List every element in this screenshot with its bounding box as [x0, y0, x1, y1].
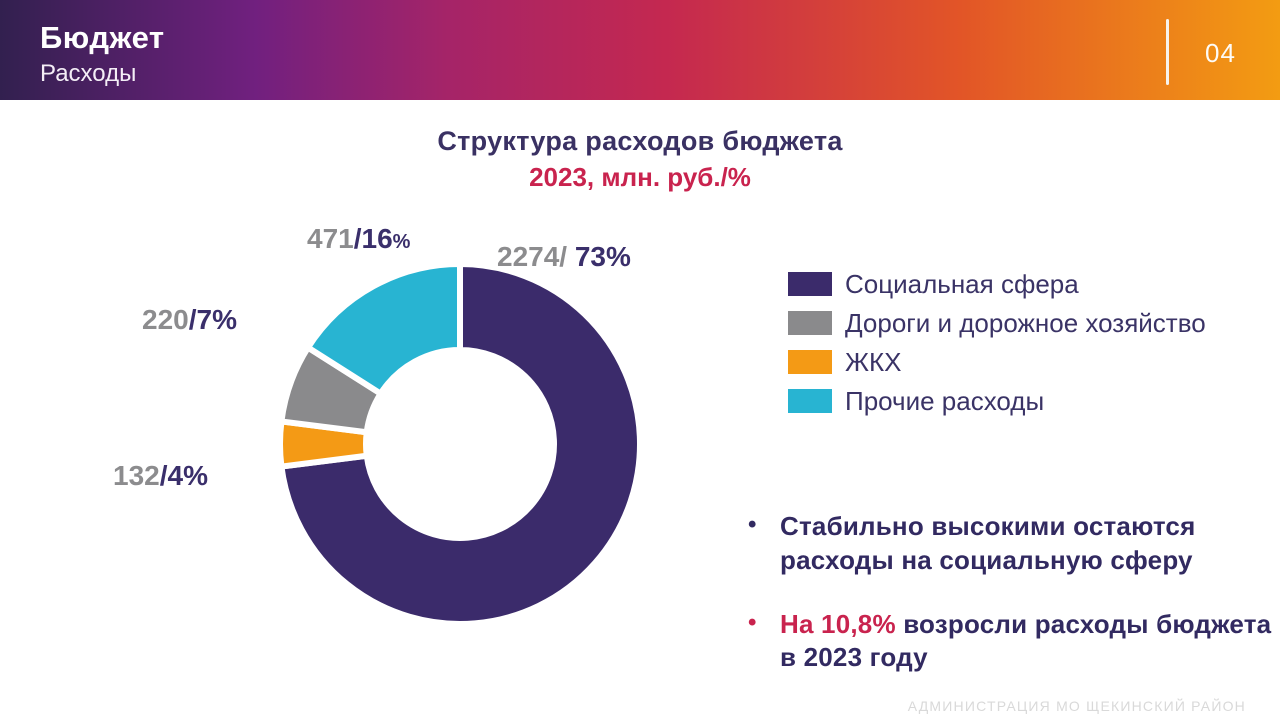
bullet-social-note: • Стабильно высокими остаются расходы на…: [748, 510, 1273, 578]
callout-other-expenses: 471/16%: [307, 223, 410, 255]
bullet-dot: •: [748, 608, 757, 636]
legend-swatch-social: [788, 272, 832, 296]
page-number-divider: [1166, 19, 1169, 85]
donut-segment-3: [305, 261, 463, 397]
legend-item-social: Социальная сфера: [788, 268, 1206, 299]
footer-text: АДМИНИСТРАЦИЯ МО ЩЕКИНСКИЙ РАЙОН: [907, 698, 1246, 714]
legend-swatch-roads: [788, 311, 832, 335]
callout-value: 132: [113, 460, 160, 491]
donut-chart: [277, 261, 643, 627]
legend-label-social: Социальная сфера: [845, 268, 1079, 299]
bullet-highlight: На 10,8%: [780, 608, 896, 639]
callout-percent-sign: %: [392, 231, 411, 253]
bullet-text: На 10,8% возросли расходы бюджета в 2023…: [780, 608, 1273, 676]
legend-label-zhkh: ЖКХ: [845, 346, 902, 377]
legend-label-other: Прочие расходы: [845, 385, 1045, 416]
callout-value: 471: [307, 223, 354, 254]
bullet-growth-note: • На 10,8% возросли расходы бюджета в 20…: [748, 608, 1273, 676]
callout-roads: 220/7%: [142, 304, 237, 336]
callout-value: 2274/: [497, 241, 575, 272]
bullet-body: Стабильно высокими остаются расходы на с…: [780, 511, 1196, 575]
callout-percent: /4%: [159, 460, 208, 491]
header-band: Бюджет Расходы 04: [0, 0, 1280, 100]
legend-swatch-other: [788, 389, 832, 413]
donut-segment-0: [278, 261, 643, 627]
callout-zhkh: 132/4%: [113, 460, 208, 492]
page-number: 04: [1205, 38, 1236, 68]
legend-label-roads: Дороги и дорожное хозяйство: [845, 307, 1206, 338]
chart-legend: Социальная сфера Дороги и дорожное хозяй…: [788, 268, 1206, 427]
slide-subtitle: Расходы: [40, 60, 137, 87]
bullet-body: возросли расходы бюджета в 2023 году: [780, 608, 1272, 673]
bullet-text: Стабильно высокими остаются расходы на с…: [780, 510, 1273, 578]
chart-subtitle: 2023, млн. руб./%: [529, 162, 751, 192]
callout-social-sphere: 2274/ 73%: [497, 241, 631, 273]
legend-item-other: Прочие расходы: [788, 385, 1206, 416]
callout-value: 220: [142, 304, 189, 335]
legend-item-zhkh: ЖКХ: [788, 346, 1206, 377]
notes-block: • Стабильно высокими остаются расходы на…: [748, 510, 1273, 705]
callout-percent: /16: [353, 223, 393, 254]
chart-title: Структура расходов бюджета: [437, 126, 843, 156]
callout-percent: /7%: [188, 304, 237, 335]
legend-swatch-zhkh: [788, 350, 832, 374]
slide-title: Бюджет: [40, 20, 165, 55]
legend-item-roads: Дороги и дорожное хозяйство: [788, 307, 1206, 338]
callout-percent: 73%: [574, 241, 631, 272]
bullet-dot: •: [748, 511, 757, 538]
chart-title-block: Структура расходов бюджета 2023, млн. ру…: [0, 126, 1280, 193]
